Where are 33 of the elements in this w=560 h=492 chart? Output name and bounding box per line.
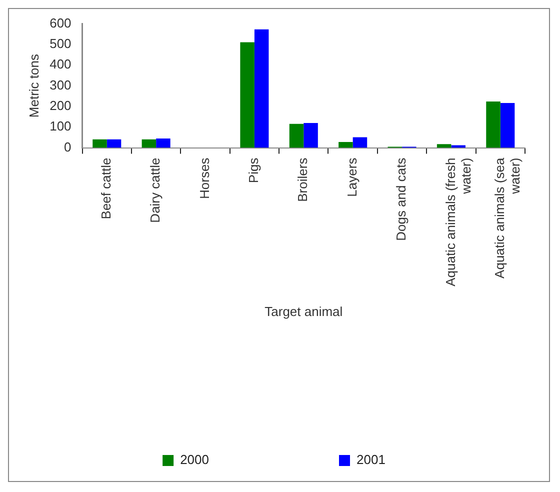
x-tick-label: Layers — [344, 157, 360, 197]
y-tick-label: 600 — [50, 15, 72, 30]
x-tick-label: Beef cattle — [98, 158, 114, 220]
legend-label: 2001 — [356, 452, 386, 468]
bar — [486, 102, 500, 148]
x-tick-label: Broilers — [295, 157, 310, 202]
bar — [352, 137, 368, 148]
bar — [254, 29, 269, 148]
bar — [338, 142, 353, 148]
x-axis-title: Target animal — [264, 304, 343, 319]
bar — [304, 122, 318, 148]
y-tick-label: 500 — [50, 36, 72, 52]
bar — [289, 124, 304, 148]
legend-label: 2000 — [180, 452, 209, 468]
x-tick-label: Dogs and cats — [394, 157, 409, 241]
x-tick-label: Pigs — [246, 157, 262, 184]
x-tick-label: Horses — [196, 157, 212, 199]
y-tick-label: 0 — [64, 139, 72, 154]
y-axis-title: Metric tons — [26, 54, 42, 118]
y-tick-label: 200 — [50, 98, 72, 114]
bar — [436, 144, 452, 148]
y-tick-label: 400 — [50, 56, 72, 72]
y-tick-label: 100 — [50, 118, 72, 134]
y-tick-label: 300 — [50, 77, 72, 92]
x-tick-label: Aquatic animals (sea water) — [492, 157, 523, 278]
x-tick-label: Dairy cattle — [148, 158, 163, 223]
bar — [156, 138, 170, 148]
bar — [500, 102, 515, 148]
bar — [106, 139, 122, 148]
bar — [240, 42, 254, 148]
bar — [92, 139, 107, 148]
bar — [142, 139, 156, 148]
x-tick-label: Aquatic animals (fresh water) — [442, 158, 474, 286]
